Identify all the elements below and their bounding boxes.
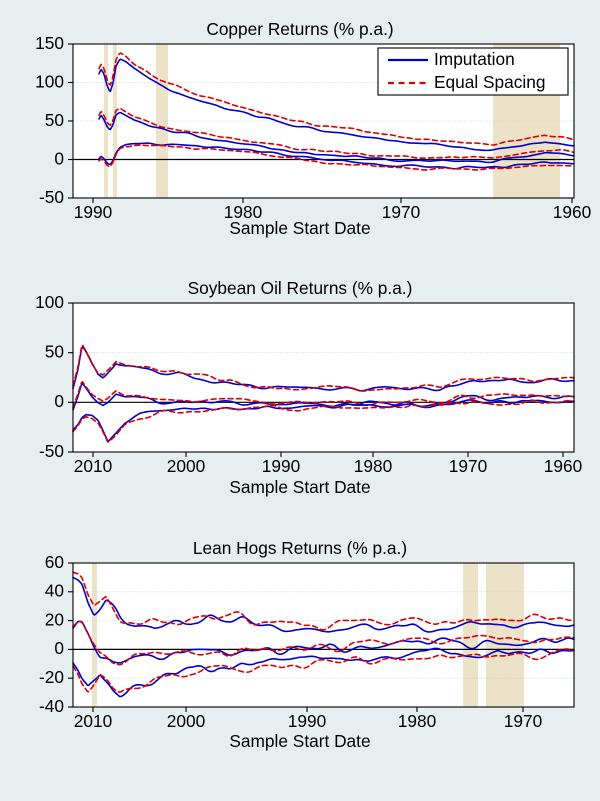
svg-text:60: 60 bbox=[45, 552, 64, 572]
svg-text:-50: -50 bbox=[39, 187, 64, 207]
svg-text:-40: -40 bbox=[39, 696, 64, 716]
svg-text:1990: 1990 bbox=[262, 456, 300, 476]
svg-text:100: 100 bbox=[35, 71, 64, 91]
svg-text:1990: 1990 bbox=[74, 202, 112, 222]
svg-text:-20: -20 bbox=[39, 667, 64, 687]
svg-text:1960: 1960 bbox=[553, 202, 591, 222]
svg-text:150: 150 bbox=[35, 33, 64, 53]
svg-text:Equal Spacing: Equal Spacing bbox=[434, 72, 545, 92]
svg-text:50: 50 bbox=[45, 110, 64, 130]
svg-text:50: 50 bbox=[45, 341, 64, 361]
svg-text:40: 40 bbox=[45, 581, 64, 601]
svg-text:1970: 1970 bbox=[449, 456, 487, 476]
svg-text:1970: 1970 bbox=[382, 202, 420, 222]
svg-text:2000: 2000 bbox=[167, 711, 205, 731]
svg-text:100: 100 bbox=[35, 292, 64, 312]
svg-text:2010: 2010 bbox=[74, 711, 112, 731]
svg-text:1970: 1970 bbox=[504, 711, 542, 731]
svg-text:0: 0 bbox=[54, 148, 64, 168]
svg-text:-50: -50 bbox=[39, 441, 64, 461]
svg-text:1980: 1980 bbox=[224, 202, 262, 222]
svg-text:2000: 2000 bbox=[167, 456, 205, 476]
svg-text:2010: 2010 bbox=[74, 456, 112, 476]
svg-text:1990: 1990 bbox=[288, 711, 326, 731]
svg-text:0: 0 bbox=[54, 391, 64, 411]
svg-text:1980: 1980 bbox=[398, 711, 436, 731]
svg-text:0: 0 bbox=[54, 638, 64, 658]
svg-text:20: 20 bbox=[45, 609, 64, 629]
svg-text:1980: 1980 bbox=[354, 456, 392, 476]
svg-text:1960: 1960 bbox=[544, 456, 582, 476]
svg-text:Imputation: Imputation bbox=[434, 49, 515, 69]
